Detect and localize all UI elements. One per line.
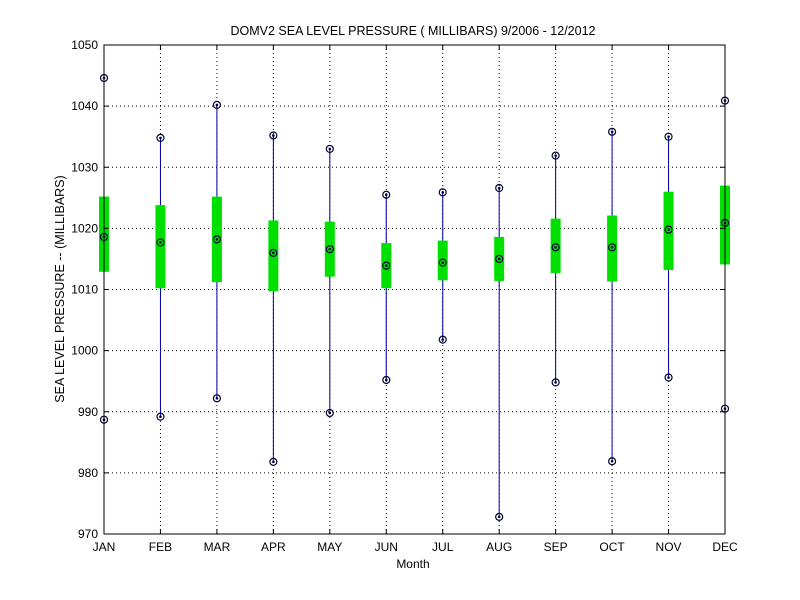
- mean-marker: [382, 261, 391, 270]
- mean-marker-dot: [554, 246, 557, 249]
- mean-marker: [495, 254, 504, 264]
- x-tick-label: JAN: [93, 540, 116, 554]
- min-marker-dot: [497, 515, 501, 519]
- min-marker-dot: [384, 378, 388, 382]
- axis-ticks: 970 980 990 1000 1010 1020 1030 1040 1050 JAN FEB M…: [71, 38, 738, 554]
- iqr-box: [155, 205, 166, 289]
- mean-marker-dot: [384, 264, 388, 267]
- mean-marker: [156, 238, 165, 247]
- max-marker-dot: [441, 191, 445, 194]
- x-tick-label: AUG: [486, 540, 512, 554]
- max-marker: [325, 144, 334, 154]
- mean-marker: [325, 245, 334, 254]
- x-tick-label: MAY: [317, 540, 342, 554]
- mean-marker: [664, 225, 673, 234]
- y-axis-label: SEA LEVEL PRESSURE -- (MILLIBARS): [53, 175, 67, 402]
- x-tick-label: SEP: [544, 540, 568, 554]
- mean-marker-dot: [159, 241, 162, 244]
- x-tick-label: MAR: [204, 540, 231, 554]
- min-marker-dot: [215, 397, 219, 400]
- max-marker: [212, 100, 222, 110]
- x-tick-label: OCT: [599, 540, 625, 554]
- min-marker-dot: [441, 338, 445, 341]
- max-marker-dot: [272, 134, 275, 137]
- min-marker-dot: [328, 411, 332, 415]
- y-tick-label: 980: [78, 466, 98, 480]
- chart-title: DOMV2 SEA LEVEL PRESSURE ( MILLIBARS) 9/…: [231, 24, 596, 38]
- mean-marker: [269, 248, 278, 257]
- max-marker-dot: [215, 103, 219, 107]
- min-marker-dot: [272, 460, 275, 464]
- max-marker: [495, 183, 504, 193]
- y-tick-label: 970: [78, 527, 98, 541]
- mean-marker: [212, 235, 222, 244]
- mean-marker-dot: [272, 251, 275, 255]
- mean-marker-dot: [610, 246, 614, 249]
- x-tick-label: DEC: [712, 540, 738, 554]
- max-marker: [551, 151, 560, 160]
- max-marker-dot: [554, 154, 557, 157]
- y-tick-label: 1040: [71, 99, 98, 113]
- x-tick-label: JUN: [375, 540, 398, 554]
- min-marker: [438, 335, 447, 344]
- y-tick-label: 1030: [71, 160, 98, 174]
- x-tick-label: FEB: [149, 540, 172, 554]
- y-tick-label: 990: [78, 405, 98, 419]
- min-marker: [212, 394, 222, 403]
- max-marker-dot: [610, 130, 614, 134]
- iqr-box: [550, 218, 561, 273]
- x-tick-label: JUL: [432, 540, 454, 554]
- mean-marker-dot: [441, 261, 445, 264]
- mean-marker: [551, 243, 560, 252]
- y-tick-label: 1050: [71, 38, 98, 52]
- min-marker: [382, 375, 391, 385]
- max-marker: [269, 131, 278, 140]
- min-marker: [664, 373, 673, 382]
- mean-marker: [607, 243, 617, 252]
- max-marker: [664, 132, 673, 141]
- x-tick-label: NOV: [656, 540, 682, 554]
- mean-marker-dot: [667, 228, 670, 231]
- max-marker-dot: [497, 186, 501, 190]
- min-marker-dot: [554, 381, 557, 384]
- max-marker: [382, 190, 391, 199]
- min-marker: [325, 408, 334, 418]
- min-marker: [156, 412, 165, 421]
- max-marker: [156, 133, 165, 143]
- max-marker-dot: [384, 193, 388, 197]
- mean-marker-dot: [497, 257, 501, 261]
- min-marker-dot: [610, 459, 614, 463]
- max-marker: [438, 188, 447, 197]
- iqr-box: [437, 240, 448, 281]
- mean-marker-dot: [328, 247, 332, 251]
- mean-marker: [438, 258, 447, 267]
- max-marker: [607, 127, 617, 136]
- max-marker-dot: [328, 147, 332, 151]
- min-marker-dot: [159, 415, 162, 418]
- max-marker-dot: [159, 136, 162, 140]
- min-marker: [551, 378, 560, 387]
- x-axis-label: Month: [396, 557, 429, 571]
- y-tick-label: 1000: [71, 344, 98, 358]
- min-marker: [269, 457, 278, 466]
- y-tick-label: 1010: [71, 283, 98, 297]
- mean-marker-dot: [215, 238, 219, 241]
- max-marker-dot: [667, 135, 670, 138]
- min-marker: [495, 512, 504, 521]
- min-marker: [607, 457, 617, 466]
- x-tick-label: APR: [261, 540, 286, 554]
- y-tick-label: 1020: [71, 221, 98, 235]
- min-marker-dot: [667, 376, 670, 379]
